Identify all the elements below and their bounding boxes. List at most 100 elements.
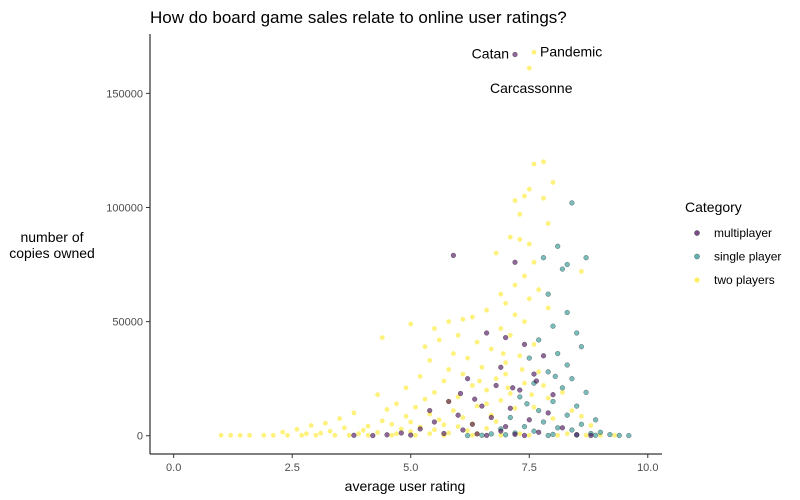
- data-point: [517, 237, 523, 242]
- data-point: [531, 49, 537, 55]
- data-point: [493, 250, 499, 256]
- data-point: [503, 300, 508, 306]
- data-point: [474, 403, 480, 409]
- y-axis-title: number of copies owned: [9, 229, 95, 261]
- data-point: [457, 390, 464, 397]
- legend: Category multiplayer single player two pla…: [685, 199, 781, 287]
- plot-area: [218, 49, 632, 439]
- data-point: [441, 430, 447, 437]
- data-point: [384, 407, 390, 412]
- data-point: [479, 403, 485, 409]
- data-point: [521, 423, 528, 430]
- data-point: [436, 417, 442, 423]
- data-point: [536, 369, 542, 375]
- data-point: [379, 335, 385, 340]
- y-axis-title-line-2: copies owned: [9, 245, 95, 261]
- x-tick-label: 0.0: [166, 462, 181, 474]
- data-point: [356, 431, 361, 437]
- data-point: [560, 390, 565, 395]
- data-point: [365, 423, 371, 429]
- data-point: [413, 404, 418, 410]
- legend-item-two-players: two players: [694, 273, 775, 287]
- data-point: [470, 314, 475, 320]
- data-point: [427, 358, 433, 363]
- data-point: [517, 353, 523, 359]
- data-point: [574, 403, 580, 409]
- data-point: [502, 423, 509, 430]
- data-point: [389, 432, 395, 438]
- data-point: [498, 291, 504, 297]
- data-point: [493, 376, 499, 382]
- data-point: [536, 429, 542, 435]
- data-point: [398, 430, 404, 436]
- data-point: [408, 321, 414, 327]
- data-point: [574, 330, 580, 336]
- data-point: [569, 427, 575, 433]
- data-point: [607, 431, 613, 438]
- data-point: [464, 432, 471, 439]
- data-point: [522, 319, 527, 324]
- data-point: [550, 431, 556, 438]
- data-point: [550, 392, 556, 398]
- data-point: [398, 426, 404, 432]
- data-point: [541, 195, 546, 201]
- data-point: [488, 431, 494, 437]
- data-point: [507, 332, 513, 338]
- data-point: [408, 429, 414, 434]
- data-point: [375, 430, 380, 435]
- data-point: [484, 307, 489, 313]
- data-point: [555, 350, 561, 357]
- data-point: [450, 252, 457, 259]
- data-point: [460, 371, 466, 377]
- data-point: [583, 432, 589, 438]
- data-point: [472, 396, 478, 402]
- data-point: [521, 432, 528, 439]
- data-point: [451, 351, 456, 356]
- data-point: [541, 383, 546, 388]
- data-point: [579, 269, 584, 274]
- legend-label: multiplayer: [714, 226, 772, 240]
- data-point: [403, 385, 409, 391]
- data-point: [564, 261, 570, 268]
- data-point: [479, 364, 485, 370]
- data-point: [517, 431, 523, 437]
- data-point: [531, 404, 537, 410]
- data-point: [526, 296, 532, 302]
- data-point: [498, 326, 504, 331]
- data-point: [550, 180, 556, 185]
- data-point: [460, 316, 466, 322]
- data-point: [512, 198, 518, 204]
- data-point: [502, 334, 509, 341]
- data-point: [529, 392, 534, 398]
- data-point: [470, 383, 475, 388]
- x-tick-label: 7.5: [522, 462, 537, 474]
- data-point: [455, 424, 461, 429]
- data-point: [550, 398, 556, 405]
- data-point: [432, 326, 437, 331]
- legend-item-multiplayer: multiplayer: [694, 226, 772, 240]
- legend-label: single player: [714, 250, 781, 264]
- data-point: [460, 415, 466, 420]
- data-point: [323, 420, 328, 426]
- data-point: [365, 432, 371, 438]
- data-point: [436, 337, 442, 343]
- data-point: [612, 432, 617, 438]
- data-point: [533, 378, 540, 384]
- data-point: [469, 421, 476, 427]
- data-point: [512, 405, 518, 411]
- data-point: [500, 351, 506, 356]
- y-tick-label: 0: [137, 431, 143, 443]
- data-point: [342, 425, 347, 431]
- data-point: [484, 387, 489, 393]
- data-point: [512, 431, 518, 438]
- data-point: [569, 408, 575, 413]
- data-point: [564, 309, 570, 316]
- data-point: [517, 394, 523, 400]
- data-point: [294, 426, 300, 432]
- data-point: [431, 419, 438, 425]
- data-point: [346, 432, 352, 438]
- data-point: [564, 362, 570, 368]
- data-point: [569, 376, 575, 382]
- legend-key: [694, 253, 700, 260]
